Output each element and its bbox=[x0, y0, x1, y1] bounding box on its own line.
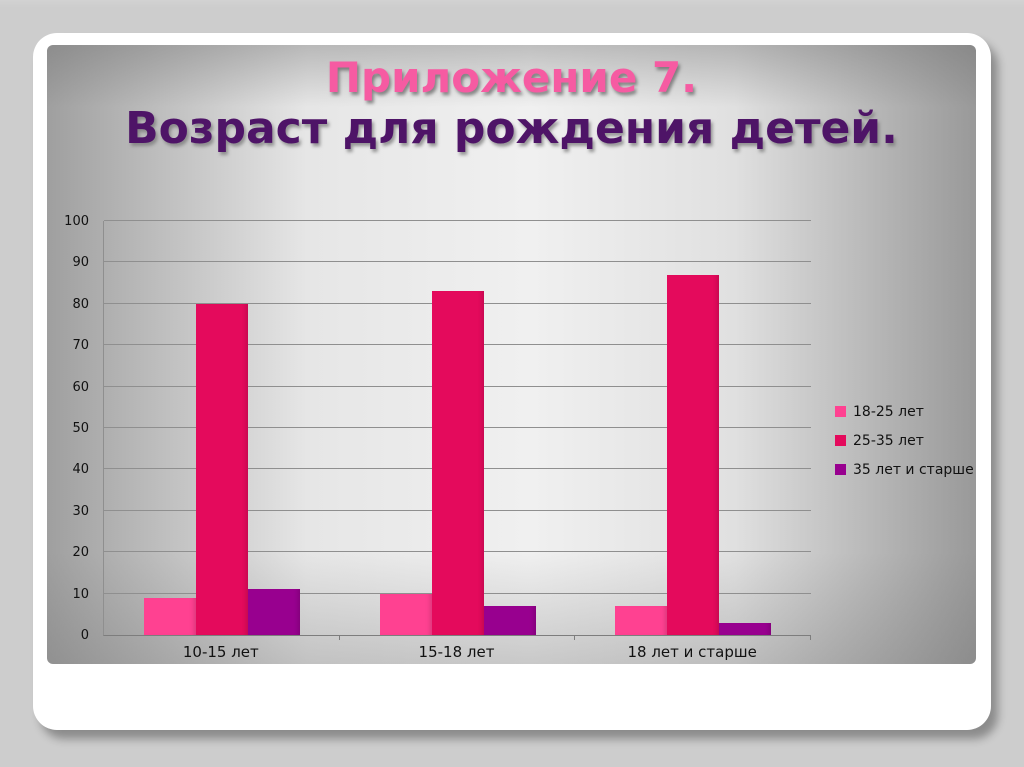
x-axis-tick bbox=[810, 636, 811, 640]
legend-label: 25-35 лет bbox=[853, 432, 924, 449]
y-tick-label-50: 50 bbox=[72, 421, 89, 436]
bar-18-25 лет-10-15 лет bbox=[143, 597, 196, 635]
slide-title: Приложение 7. Возраст для рождения детей… bbox=[47, 53, 976, 154]
plot-area bbox=[103, 220, 811, 640]
gridline-90 bbox=[104, 261, 811, 263]
bar-35 лет и старше-10-15 лет bbox=[247, 589, 300, 635]
legend-label: 18-25 лет bbox=[853, 403, 924, 420]
legend-item-18-25 лет: 18-25 лет bbox=[835, 397, 974, 426]
x-tick-label-18 лет и старше: 18 лет и старше bbox=[627, 643, 757, 661]
gridline-100 bbox=[104, 220, 811, 221]
slide-card: Приложение 7. Возраст для рождения детей… bbox=[33, 33, 991, 730]
y-tick-label-10: 10 bbox=[72, 586, 89, 602]
y-axis-labels: 0 10 20 30 40 50 60 70 80 90 100 bbox=[47, 215, 95, 642]
title-line-2: Возраст для рождения детей. bbox=[125, 102, 898, 154]
y-tick-label-100: 100 bbox=[64, 214, 89, 229]
y-tick-label-60: 60 bbox=[72, 379, 89, 395]
x-axis-tick bbox=[338, 636, 340, 640]
y-tick-label-70: 70 bbox=[72, 338, 89, 354]
bar-18-25 лет-15-18 лет bbox=[379, 593, 432, 635]
x-axis-tick bbox=[574, 636, 576, 640]
y-tick-label-30: 30 bbox=[72, 503, 89, 519]
bar-25-35 лет-15-18 лет bbox=[431, 291, 484, 635]
y-tick-label-20: 20 bbox=[72, 545, 89, 561]
legend: 18-25 лет 25-35 лет 35 лет и старше bbox=[835, 397, 974, 484]
x-axis-labels: 10-15 лет 15-18 лет 18 лет и старше bbox=[103, 643, 810, 665]
y-tick-label-80: 80 bbox=[72, 296, 89, 312]
legend-item-35 лет и старше: 35 лет и старше bbox=[835, 455, 974, 484]
legend-swatch-icon bbox=[835, 464, 846, 475]
legend-item-25-35 лет: 25-35 лет bbox=[835, 426, 974, 455]
bar-25-35 лет-10-15 лет bbox=[195, 303, 248, 635]
bar-35 лет и старше-15-18 лет bbox=[483, 606, 536, 635]
legend-label: 35 лет и старше bbox=[853, 461, 974, 478]
y-tick-label-0: 0 bbox=[80, 628, 89, 643]
y-tick-label-40: 40 bbox=[72, 462, 89, 478]
bar-18-25 лет-18 лет и старше bbox=[615, 606, 668, 635]
y-tick-label-90: 90 bbox=[72, 255, 89, 271]
legend-swatch-icon bbox=[835, 435, 846, 446]
x-tick-label-15-18 лет: 15-18 лет bbox=[418, 643, 495, 661]
bar-35 лет и старше-18 лет и старше bbox=[719, 622, 772, 635]
x-tick-label-10-15 лет: 10-15 лет bbox=[182, 643, 259, 661]
slide-panel: Приложение 7. Возраст для рождения детей… bbox=[47, 45, 976, 664]
bar-25-35 лет-18 лет и старше bbox=[667, 274, 720, 635]
legend-swatch-icon bbox=[835, 406, 846, 417]
title-line-1: Приложение 7. bbox=[325, 53, 698, 102]
